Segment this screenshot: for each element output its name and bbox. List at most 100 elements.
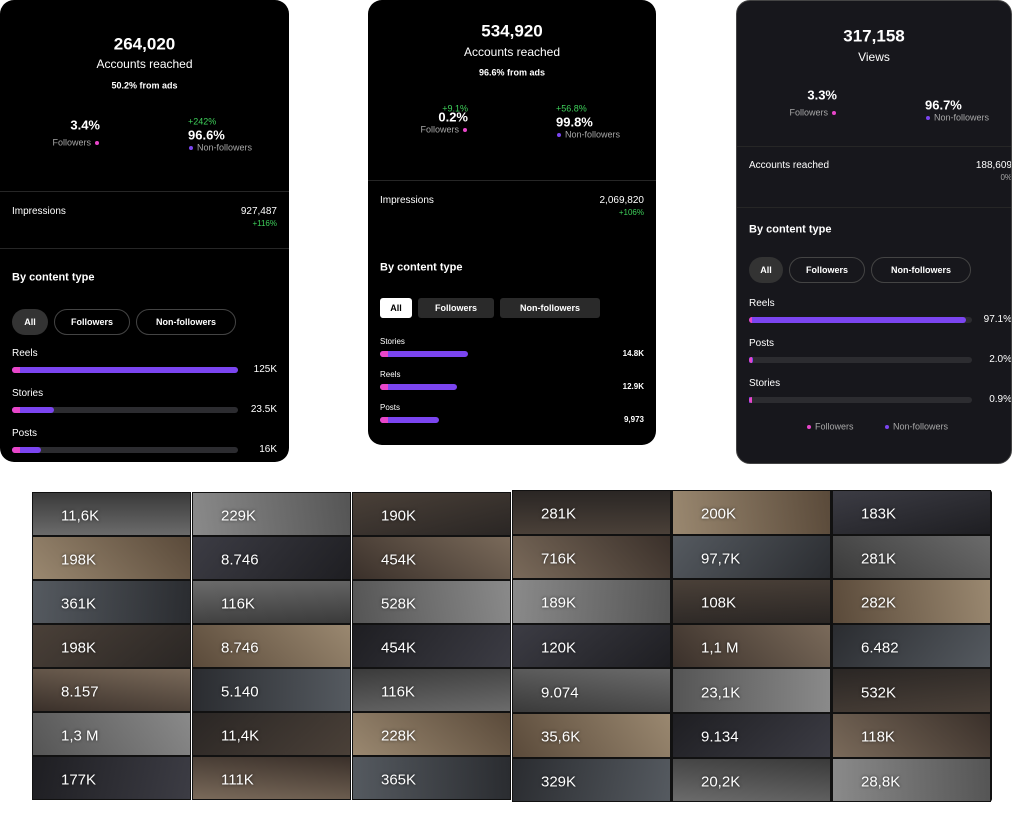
bar-followers-part bbox=[12, 447, 20, 453]
video-tile[interactable]: 35,6K bbox=[512, 713, 671, 758]
divider bbox=[0, 191, 289, 192]
view-count: 528K bbox=[381, 595, 417, 613]
bar-value: 14.8K bbox=[622, 349, 644, 358]
video-tile[interactable]: 532K bbox=[832, 668, 991, 713]
filter-pill[interactable]: Non-followers bbox=[871, 257, 971, 283]
filter-pill[interactable]: Non-followers bbox=[136, 309, 236, 335]
view-count: 11,4K bbox=[221, 727, 260, 745]
video-tile[interactable]: 454K bbox=[352, 536, 511, 580]
video-tile[interactable]: 229K bbox=[192, 492, 351, 536]
video-tile[interactable]: 118K bbox=[832, 713, 991, 758]
video-tile[interactable]: 108K bbox=[672, 579, 831, 624]
video-tile[interactable]: 111K bbox=[192, 756, 351, 800]
video-tile[interactable]: 11,6K bbox=[32, 492, 191, 536]
bar-value: 16K bbox=[259, 444, 277, 455]
view-count: 189K bbox=[541, 594, 577, 612]
view-count: 183K bbox=[861, 505, 897, 523]
view-count: 11,6K bbox=[61, 507, 100, 525]
video-tile[interactable]: 189K bbox=[512, 579, 671, 624]
video-tile[interactable]: 329K bbox=[512, 757, 671, 803]
video-tile[interactable]: 198K bbox=[32, 536, 191, 580]
legend-label: Non-followers bbox=[893, 421, 949, 432]
video-tile[interactable]: 281K bbox=[832, 534, 991, 580]
video-tile[interactable]: 20,2K bbox=[672, 757, 831, 803]
filter-pill[interactable]: All bbox=[12, 309, 48, 335]
stat-label: Accounts reached bbox=[463, 45, 561, 59]
bar-followers-part bbox=[380, 417, 388, 423]
video-tile[interactable]: 190K bbox=[352, 492, 511, 536]
video-tile[interactable]: 183K bbox=[832, 490, 991, 535]
video-tile[interactable]: 228K bbox=[352, 712, 511, 756]
video-tile[interactable]: 23,1K bbox=[672, 668, 831, 713]
video-tile[interactable]: 282K bbox=[832, 579, 991, 624]
divider bbox=[368, 180, 656, 181]
non-followers-change: +56.8% bbox=[556, 103, 587, 114]
divider bbox=[737, 146, 1011, 147]
video-tile[interactable]: 28,8K bbox=[832, 757, 991, 803]
filter-pill[interactable]: Followers bbox=[789, 257, 865, 283]
filter-pill[interactable]: All bbox=[749, 257, 783, 283]
non-followers-dot bbox=[926, 116, 930, 120]
view-count: 177K bbox=[61, 771, 97, 789]
video-tile[interactable]: 177K bbox=[32, 756, 191, 800]
video-tile[interactable]: 8.746 bbox=[192, 624, 351, 668]
bar-value: 12.9K bbox=[622, 382, 644, 391]
non-followers-value: 96.7% bbox=[925, 97, 962, 113]
video-tile[interactable]: 281K bbox=[512, 490, 671, 535]
view-count: 228K bbox=[381, 727, 417, 745]
bar-value: 125K bbox=[253, 364, 277, 375]
followers-name: Followers bbox=[789, 107, 828, 118]
video-tile[interactable]: 454K bbox=[352, 624, 511, 668]
video-tile[interactable]: 8.746 bbox=[192, 536, 351, 580]
divider bbox=[0, 248, 289, 249]
view-count: 532K bbox=[861, 684, 897, 702]
video-tile[interactable]: 116K bbox=[192, 580, 351, 624]
video-tile[interactable]: 116K bbox=[352, 668, 511, 712]
video-tile[interactable]: 1,1 M bbox=[672, 623, 831, 669]
video-tile[interactable]: 198K bbox=[32, 624, 191, 668]
filter-pill[interactable]: Followers bbox=[418, 298, 494, 318]
view-count: 365K bbox=[381, 771, 417, 789]
video-tile[interactable]: 8.157 bbox=[32, 668, 191, 712]
video-tile[interactable]: 97,7K bbox=[672, 534, 831, 580]
video-tile[interactable]: 9.134 bbox=[672, 713, 831, 758]
view-count: 9.134 bbox=[701, 728, 739, 746]
followers-name: Followers bbox=[52, 137, 91, 148]
divider bbox=[737, 207, 1011, 208]
bar-value: 23.5K bbox=[250, 404, 277, 415]
bar-value: 0.9% bbox=[989, 394, 1012, 405]
filter-pill[interactable]: Non-followers bbox=[500, 298, 600, 318]
non-followers-name: Non-followers bbox=[565, 129, 621, 140]
video-tile[interactable]: 9.074 bbox=[512, 668, 671, 713]
video-tile[interactable]: 120K bbox=[512, 623, 671, 669]
bar-followers-part bbox=[749, 357, 752, 363]
video-tile[interactable]: 200K bbox=[672, 490, 831, 535]
view-count: 5.140 bbox=[221, 683, 259, 701]
non-followers-dot bbox=[189, 146, 193, 150]
video-tile[interactable]: 528K bbox=[352, 580, 511, 624]
view-count: 97,7K bbox=[701, 550, 741, 568]
video-tile[interactable]: 365K bbox=[352, 756, 511, 800]
bar-track bbox=[749, 397, 972, 403]
video-tile[interactable]: 6.482 bbox=[832, 623, 991, 669]
video-tile[interactable]: 716K bbox=[512, 534, 671, 580]
filter-pill[interactable]: Followers bbox=[54, 309, 130, 335]
bar bbox=[12, 407, 55, 413]
video-tile[interactable]: 5.140 bbox=[192, 668, 351, 712]
view-count: 116K bbox=[381, 683, 415, 701]
filter-pill[interactable]: All bbox=[380, 298, 412, 318]
view-count: 454K bbox=[381, 551, 417, 569]
section-title: By content type bbox=[12, 271, 95, 284]
view-count: 190K bbox=[381, 507, 417, 525]
video-tile[interactable]: 1,3 M bbox=[32, 712, 191, 756]
metric-value: 927,487 bbox=[240, 206, 277, 217]
video-tile[interactable]: 361K bbox=[32, 580, 191, 624]
video-tile[interactable]: 11,4K bbox=[192, 712, 351, 756]
followers-value: 0.2% bbox=[438, 109, 468, 125]
metric-value: 2,069,820 bbox=[599, 195, 645, 206]
metric-name: Impressions bbox=[380, 195, 434, 206]
view-count: 20,2K bbox=[701, 773, 741, 791]
bar bbox=[749, 317, 966, 323]
bar-name: Stories bbox=[749, 378, 781, 389]
